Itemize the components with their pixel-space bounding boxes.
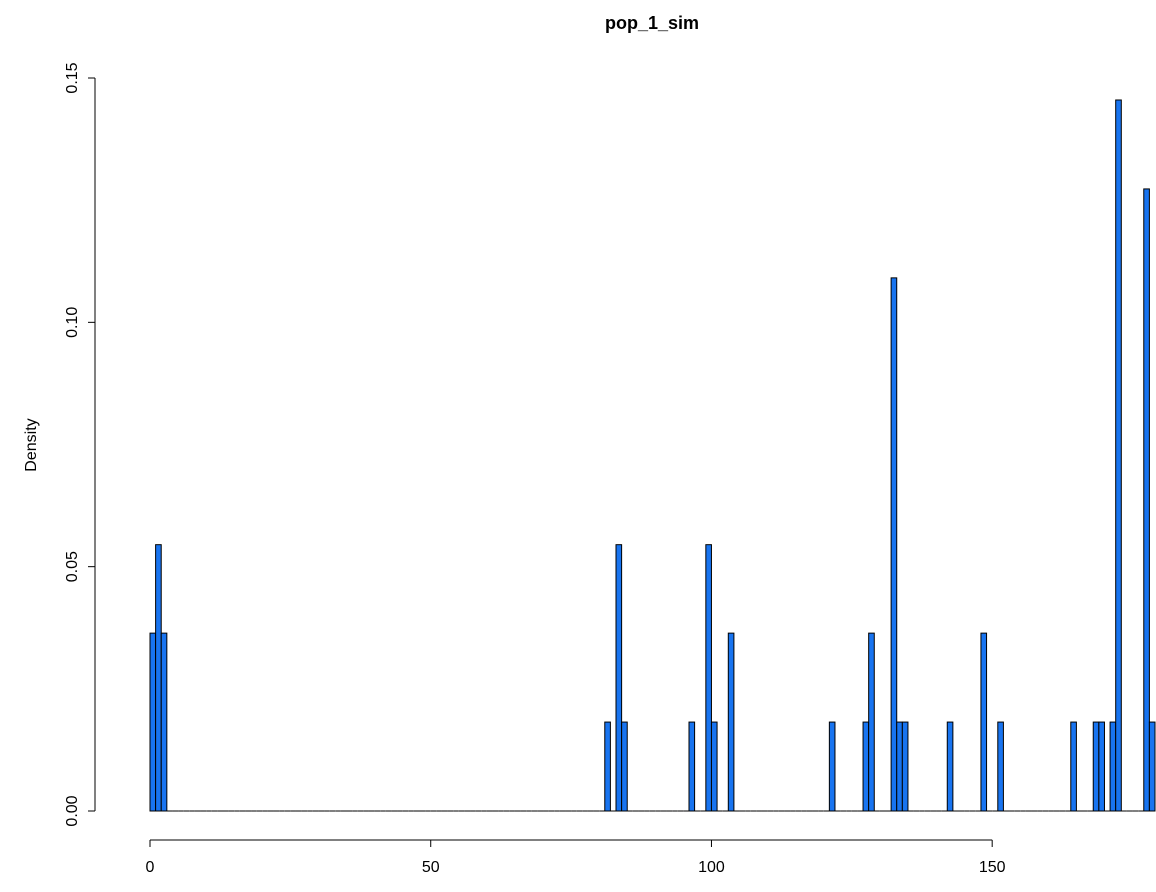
x-tick-label: 100 bbox=[698, 859, 725, 876]
bar bbox=[997, 721, 1004, 812]
bar bbox=[890, 277, 898, 812]
bar bbox=[727, 632, 735, 812]
y-tick-label: 0.10 bbox=[64, 307, 81, 338]
bar bbox=[1098, 721, 1105, 812]
bar bbox=[710, 721, 718, 812]
bar bbox=[946, 721, 954, 812]
bar bbox=[615, 544, 623, 812]
bar bbox=[155, 544, 162, 812]
bar bbox=[828, 721, 836, 812]
x-tick-label: 50 bbox=[422, 859, 440, 876]
y-tick-label: 0.00 bbox=[64, 795, 81, 826]
bar bbox=[896, 721, 903, 812]
bar bbox=[688, 721, 696, 812]
bar bbox=[1115, 99, 1122, 812]
y-axis-label: Density bbox=[23, 418, 40, 471]
bar bbox=[980, 632, 988, 812]
bar bbox=[1148, 721, 1156, 812]
bar bbox=[901, 721, 909, 812]
bar bbox=[1109, 721, 1117, 812]
x-tick-label: 150 bbox=[979, 859, 1006, 876]
y-tick-label: 0.15 bbox=[64, 62, 81, 93]
bar bbox=[862, 721, 870, 812]
bar bbox=[868, 632, 875, 812]
bar bbox=[149, 632, 157, 812]
bar bbox=[604, 721, 611, 812]
bar bbox=[1092, 721, 1100, 812]
y-tick-label: 0.05 bbox=[64, 551, 81, 582]
bar bbox=[621, 721, 628, 812]
bar bbox=[1143, 188, 1150, 812]
x-tick-label: 0 bbox=[146, 859, 155, 876]
bar bbox=[1070, 721, 1077, 812]
bar bbox=[160, 632, 168, 812]
bar bbox=[705, 544, 712, 812]
chart-title: pop_1_sim bbox=[605, 13, 699, 33]
